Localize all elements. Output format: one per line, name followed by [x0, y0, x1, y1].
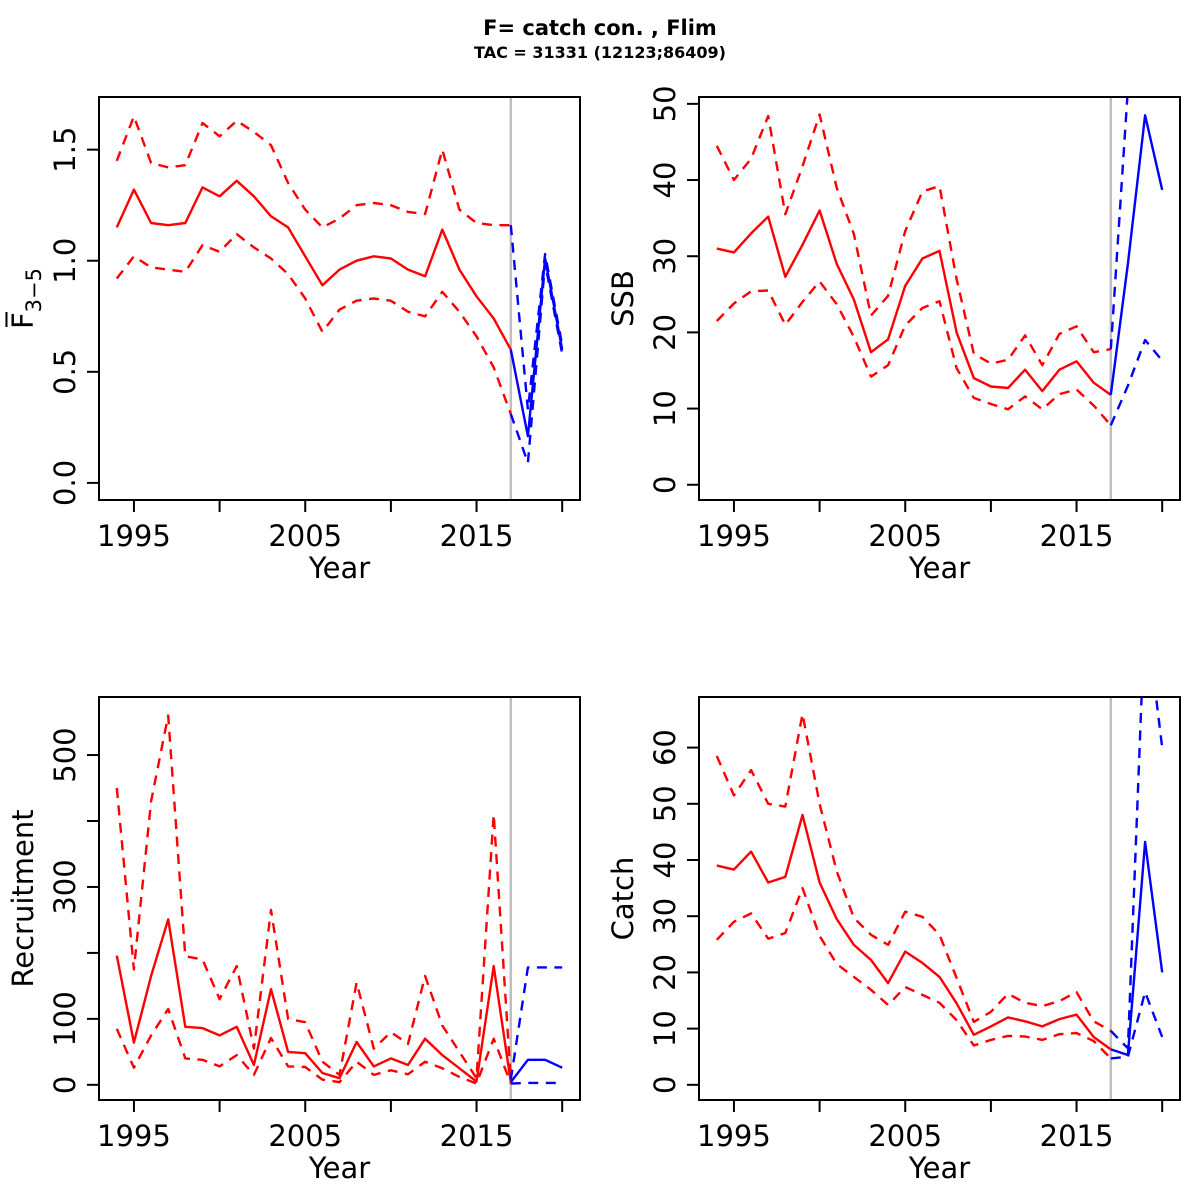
plot-box	[698, 96, 1181, 501]
forecast-upper-line	[509, 966, 563, 1080]
series-group	[115, 115, 564, 465]
forecast-upper-line	[1109, 697, 1164, 1050]
y-tick-label: 0.5	[48, 349, 82, 395]
x-tick-label: 2005	[868, 1119, 942, 1153]
y-tick-label: 40	[648, 162, 682, 199]
x-tick-label: 2005	[268, 519, 342, 553]
historical-upper-line	[115, 115, 511, 229]
y-tick-label: 1.5	[48, 127, 82, 173]
x-tick-label: 1995	[97, 1119, 171, 1153]
historical-lower-line	[115, 1007, 512, 1085]
x-axis-title: Year	[308, 551, 370, 585]
historical-upper-line	[715, 113, 1112, 367]
historical-lower-line	[715, 280, 1112, 427]
y-tick-label: 1.0	[48, 238, 82, 284]
series-group	[115, 714, 563, 1085]
y-tick-label: 20	[648, 954, 682, 991]
plot-title: F= catch con. , Flim	[483, 16, 717, 40]
series-group	[715, 97, 1164, 427]
forecast-lower-line	[509, 261, 564, 465]
x-tick-label: 2015	[440, 519, 514, 553]
x-tick-label: 2015	[1040, 519, 1114, 553]
y-tick-label: 50	[648, 85, 682, 122]
y-tick-label: 10	[648, 1010, 682, 1047]
y-tick-label: 50	[648, 785, 682, 822]
panel-catch: 1995 2005 2015 0 10 20 30 40 50 60 Year Catch	[606, 696, 1181, 1185]
forecast-median-line	[509, 257, 564, 438]
x-axis-title: Year	[908, 1151, 970, 1185]
plot-subtitle: TAC = 31331 (12123;86409)	[474, 43, 726, 62]
forecast-lower-line	[510, 1081, 563, 1085]
historical-lower-line	[115, 232, 512, 415]
historical-median-line	[716, 813, 1112, 1051]
y-axis-title: Recruitment	[6, 809, 40, 987]
y-tick-label: 20	[648, 314, 682, 351]
forecast-upper-line	[1109, 97, 1129, 350]
y-tick-label: 0.0	[48, 460, 82, 506]
forecast-median-line	[509, 1058, 563, 1083]
panel-ssb: 1995 2005 2015 0 10 20 30 40 50 Year SSB	[606, 85, 1181, 585]
forecast-median-line	[1109, 114, 1164, 396]
plot-box	[98, 96, 581, 501]
historical-upper-line	[715, 712, 1112, 1032]
y-tick-label: 500	[48, 727, 82, 782]
x-tick-label: 1995	[97, 519, 171, 553]
y-tick-label: 100	[48, 991, 82, 1046]
x-tick-label: 2005	[868, 519, 942, 553]
x-tick-label: 2015	[440, 1119, 514, 1153]
y-tick-label: 60	[648, 729, 682, 766]
y-tick-label: 0	[648, 476, 682, 494]
historical-lower-line	[715, 886, 1112, 1060]
y-tick-label: 300	[48, 859, 82, 914]
y-axis-title: F̅3−5	[6, 268, 46, 329]
x-tick-label: 1995	[697, 1119, 771, 1153]
forecast-upper-line	[509, 225, 564, 411]
plot-box	[698, 696, 1181, 1101]
y-tick-label: 10	[648, 390, 682, 427]
x-tick-label: 1995	[697, 519, 771, 553]
historical-median-line	[115, 918, 512, 1083]
forecast-median-line	[1110, 840, 1164, 1057]
panel-recruitment: 1995 2005 2015 0 100 300 500 Year Recruitment	[6, 696, 581, 1185]
plot-box	[98, 696, 581, 1101]
y-axis-title: SSB	[606, 270, 640, 327]
x-tick-label: 2015	[1040, 1119, 1114, 1153]
forecast-lower-line	[1109, 338, 1164, 426]
forecast-lower-line	[1110, 990, 1164, 1060]
historical-median-line	[716, 209, 1112, 396]
x-axis-title: Year	[908, 551, 970, 585]
y-axis-title: Catch	[606, 857, 640, 941]
y-tick-label: 0	[48, 1076, 82, 1094]
historical-median-line	[115, 179, 512, 351]
y-tick-label: 30	[648, 238, 682, 275]
y-tick-label: 30	[648, 898, 682, 935]
x-tick-label: 2005	[268, 1119, 342, 1153]
panel-f: 1995 2005 2015 0.0 0.5 1.0 1.5 Year F̅3−5	[6, 96, 581, 585]
historical-upper-line	[115, 714, 512, 1080]
y-tick-label: 0	[648, 1076, 682, 1094]
series-group	[715, 697, 1164, 1060]
x-axis-title: Year	[308, 1151, 370, 1185]
y-tick-label: 40	[648, 842, 682, 879]
